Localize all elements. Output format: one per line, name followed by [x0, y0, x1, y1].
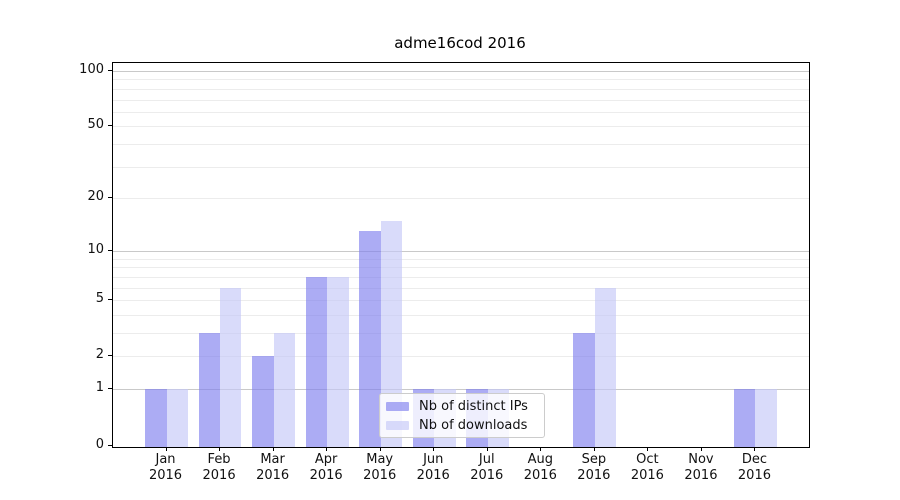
minor-gridline	[113, 356, 809, 358]
x-tick-mark	[219, 447, 221, 451]
y-tick-label: 0	[95, 436, 104, 452]
minor-gridline	[113, 144, 809, 146]
minor-gridline	[113, 88, 809, 90]
x-tick-mark	[272, 447, 274, 451]
legend-swatch-distinct-ips	[386, 401, 409, 411]
y-tick-label: 20	[87, 189, 104, 205]
x-tick-label: Aug 2016	[523, 452, 557, 483]
bar-downloads	[220, 287, 242, 447]
minor-gridline	[113, 314, 809, 316]
y-tick-label: 100	[79, 62, 104, 77]
x-tick-mark	[433, 447, 435, 451]
x-tick-label: Jan 2016	[148, 452, 183, 483]
y-tick-label: 2	[95, 347, 104, 363]
x-tick-label: Apr 2016	[309, 452, 343, 483]
minor-gridline	[113, 276, 809, 278]
minor-gridline	[113, 267, 809, 269]
x-tick-label: Dec 2016	[737, 452, 771, 483]
x-tick-mark	[647, 447, 649, 451]
legend-label: Nb of distinct IPs	[419, 398, 528, 414]
minor-gridline	[113, 99, 809, 101]
x-tick-mark	[593, 447, 595, 451]
bar-downloads	[327, 276, 349, 447]
x-tick-mark	[379, 447, 381, 451]
bar-distinct-ips	[734, 389, 756, 447]
bar-downloads	[166, 389, 188, 447]
minor-gridline	[113, 111, 809, 113]
y-tick-label: 10	[87, 241, 104, 257]
y-tick-mark	[108, 125, 112, 127]
x-tick-label: Mar 2016	[256, 452, 290, 483]
x-tick-mark	[486, 447, 488, 451]
y-tick-label: 1	[95, 380, 104, 396]
minor-gridline	[113, 126, 809, 128]
legend-label: Nb of downloads	[419, 417, 528, 433]
legend-entry-downloads: Nb of downloads	[386, 417, 538, 434]
x-tick-mark	[754, 447, 756, 451]
minor-gridline	[113, 287, 809, 289]
minor-gridline	[113, 258, 809, 260]
x-tick-label: Sep 2016	[577, 452, 611, 483]
bar-distinct-ips	[359, 231, 381, 447]
bar-distinct-ips	[198, 333, 221, 447]
bar-distinct-ips	[145, 389, 167, 447]
major-gridline	[113, 389, 809, 391]
y-tick-label: 5	[95, 291, 104, 307]
minor-gridline	[113, 198, 809, 200]
y-tick-mark	[108, 249, 112, 251]
plot-area	[112, 62, 810, 448]
bar-distinct-ips	[573, 333, 595, 447]
x-tick-mark	[540, 447, 542, 451]
x-tick-label: Jun 2016	[416, 452, 450, 483]
minor-gridline	[113, 79, 809, 81]
x-tick-label: May 2016	[363, 452, 397, 483]
x-tick-mark	[700, 447, 702, 451]
y-tick-mark	[108, 299, 112, 301]
bar-downloads	[380, 220, 403, 447]
x-tick-mark	[165, 447, 167, 451]
y-tick-mark	[108, 355, 112, 357]
y-tick-mark	[108, 388, 112, 390]
y-tick-mark	[108, 70, 112, 71]
legend-swatch-downloads	[386, 420, 409, 430]
minor-gridline	[113, 333, 809, 334]
bar-distinct-ips	[305, 276, 328, 447]
x-tick-label: Nov 2016	[684, 452, 718, 483]
x-tick-label: Jul 2016	[470, 452, 504, 483]
major-gridline	[113, 71, 809, 72]
bar-downloads	[273, 333, 295, 447]
x-tick-label: Oct 2016	[630, 452, 664, 483]
bar-downloads	[755, 389, 777, 447]
bar-distinct-ips	[252, 356, 274, 447]
x-tick-mark	[326, 447, 328, 451]
minor-gridline	[113, 300, 809, 302]
legend-entry-distinct-ips: Nb of distinct IPs	[386, 398, 538, 415]
x-tick-label: Feb 2016	[202, 452, 236, 483]
y-tick-label: 50	[87, 117, 104, 133]
bar-downloads	[594, 287, 617, 447]
legend: Nb of distinct IPs Nb of downloads	[379, 393, 545, 438]
chart-title: adme16cod 2016	[394, 34, 526, 52]
y-tick-mark	[108, 444, 112, 446]
major-gridline	[113, 250, 809, 252]
minor-gridline	[113, 166, 809, 168]
y-tick-mark	[108, 197, 112, 199]
